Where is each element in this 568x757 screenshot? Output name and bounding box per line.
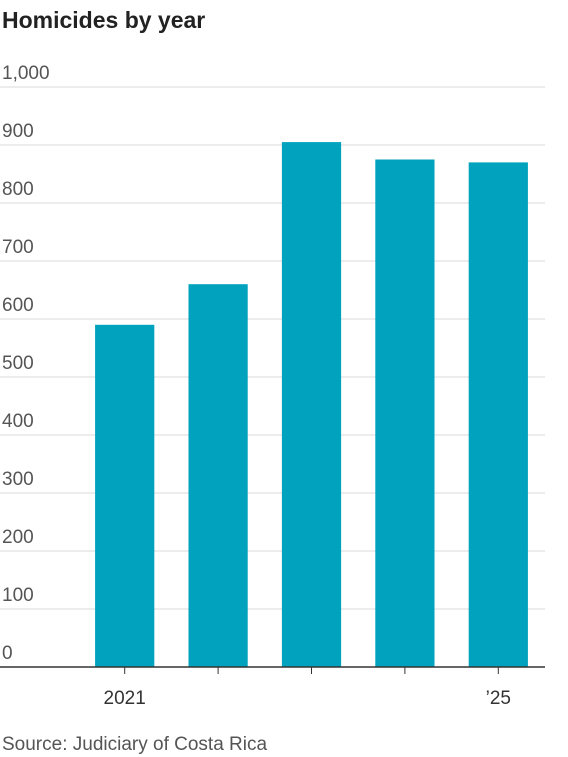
bar [468,162,528,667]
y-tick-label: 1,000 [2,63,50,84]
x-tick-label: 2021 [104,688,146,709]
x-tick-label: ’25 [486,688,511,709]
bar [188,284,248,667]
bar [95,324,155,667]
y-tick-label: 700 [2,237,34,258]
y-tick-label: 600 [2,295,34,316]
y-tick-label: 0 [2,643,13,664]
chart-title: Homicides by year [2,7,205,33]
source: Source: Judiciary of Costa Rica [2,734,267,755]
y-tick-label: 100 [2,585,34,606]
bar [375,159,435,667]
y-tick-label: 200 [2,527,34,548]
bar [281,142,342,668]
y-tick-label: 300 [2,469,34,490]
y-tick-label: 400 [2,411,34,432]
y-tick-label: 900 [2,121,34,142]
y-tick-label: 500 [2,353,34,374]
y-tick-label: 800 [2,179,34,200]
